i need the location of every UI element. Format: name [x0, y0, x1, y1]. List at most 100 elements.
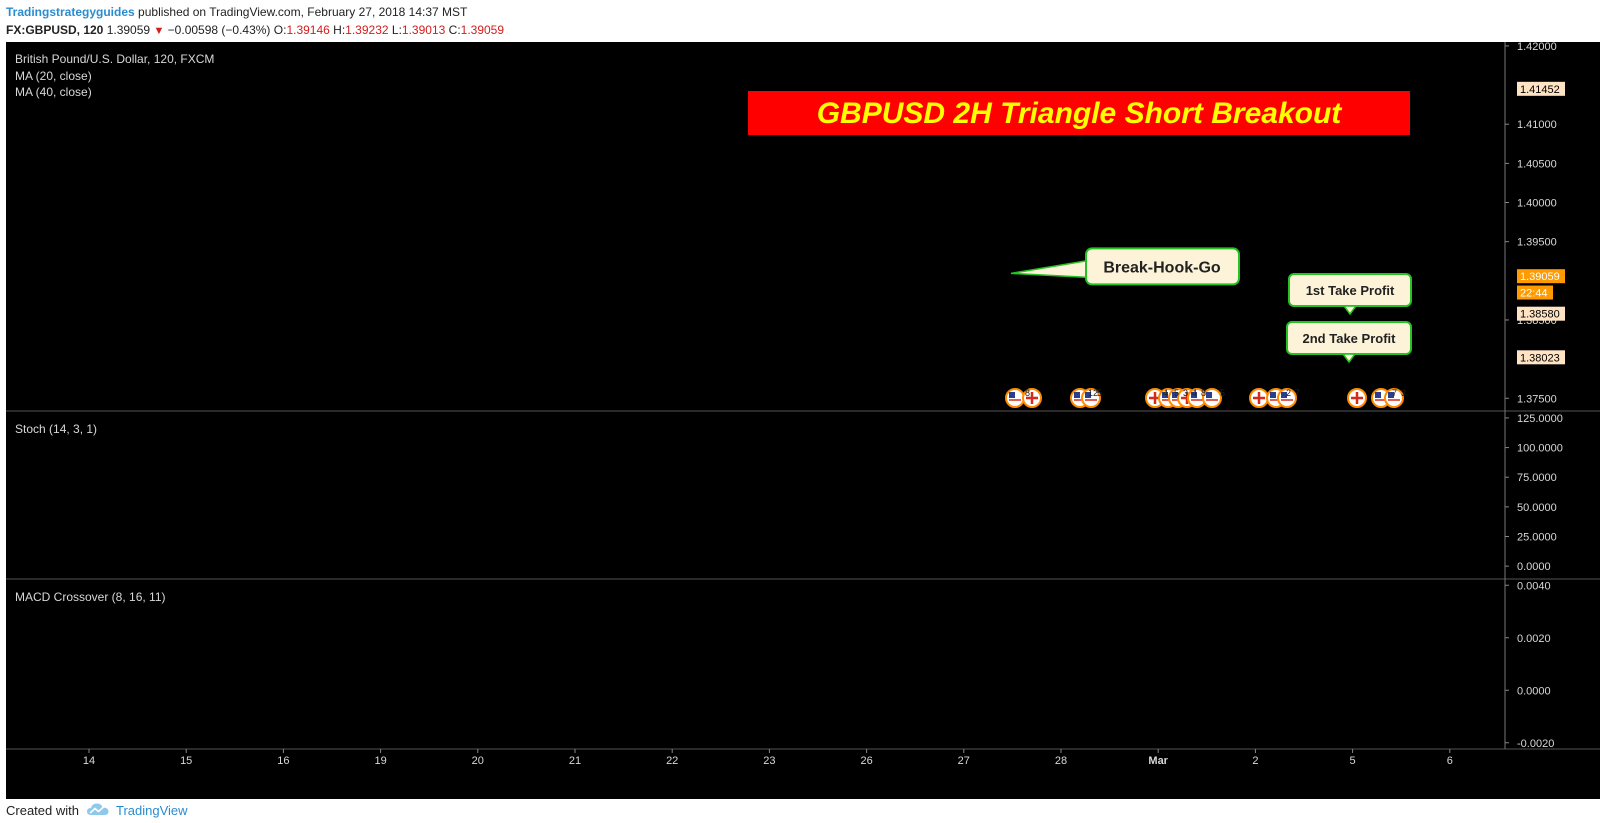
take-profit-text: 1st Take Profit — [1306, 283, 1395, 298]
time-tick-label: 28 — [1055, 755, 1067, 767]
chart-svg[interactable]: 1.42000 1.41000 1.40500 1.40000 1.39500 1.385… — [5, 41, 1600, 799]
time-tick-label: 26 — [860, 755, 872, 767]
event-count-label: 8 — [1201, 388, 1206, 398]
stoch-tick-label: 0.0000 — [1517, 561, 1551, 573]
macd-legend[interactable]: MACD Crossover (8, 16, 11) — [15, 590, 166, 604]
flag-canton — [1172, 392, 1178, 398]
time-tick-label: 21 — [569, 755, 581, 767]
chart-background — [6, 42, 1600, 799]
time-tick-label: 15 — [180, 755, 192, 767]
low-label: L: — [391, 23, 402, 37]
flag-canton — [1191, 392, 1197, 398]
event-count-label: 8 — [1025, 388, 1030, 398]
flag-canton — [1270, 392, 1276, 398]
chart-area[interactable]: 1.42000 1.41000 1.40500 1.40000 1.39500 1.385… — [5, 41, 1600, 799]
high-label: H: — [333, 23, 346, 37]
break-callout-box — [1085, 247, 1240, 286]
annotations: GBPUSD 2H Triangle Short Breakout Break-H… — [748, 91, 1412, 408]
time-tick-label: 14 — [83, 755, 95, 767]
tradingview-link[interactable]: TradingView — [116, 803, 188, 818]
time-tick-label: 2 — [1252, 755, 1258, 767]
flag-canton — [1074, 392, 1080, 398]
chart-header: Tradingstrategyguides published on Tradi… — [0, 0, 1606, 42]
close-value: 1.39059 — [460, 23, 505, 37]
take-profit-text: 2nd Take Profit — [1303, 331, 1397, 346]
title-text: GBPUSD 2H Triangle Short Breakout — [817, 97, 1344, 130]
time-tick-label: 23 — [763, 755, 775, 767]
stoch-tick-label: 125.0000 — [1517, 413, 1563, 425]
event-count-label: 7 — [1295, 388, 1300, 398]
last-price: 1.39059 — [106, 23, 151, 37]
price-label-text: 1.39059 — [1520, 271, 1560, 283]
take-profit-pointer — [1341, 353, 1357, 364]
axes: 1.42000 1.41000 1.40500 1.40000 1.39500 1.385… — [6, 41, 1600, 799]
price-tick-label: 1.41000 — [1517, 119, 1557, 131]
low-value: 1.39013 — [401, 23, 446, 37]
open-label: O: — [273, 23, 287, 37]
publish-line: Tradingstrategyguides published on Tradi… — [6, 5, 467, 19]
break-callout-text: Break-Hook-Go — [1103, 259, 1221, 276]
event-count-label: 4 — [1163, 388, 1168, 398]
price-tick-label: 1.40500 — [1517, 158, 1557, 170]
macd-tick-label: 0.0000 — [1517, 685, 1551, 697]
stoch-tick-label: 25.0000 — [1517, 532, 1557, 544]
event-count-label: 7 — [1392, 388, 1397, 398]
price-tick-label: 1.42000 — [1517, 42, 1557, 53]
close-label: C: — [448, 23, 461, 37]
flag-canton — [1162, 392, 1168, 398]
flag-canton — [1009, 392, 1015, 398]
footer: Created with TradingView — [0, 799, 1606, 823]
stoch-tick-label: 50.0000 — [1517, 502, 1557, 514]
title-banner — [748, 91, 1410, 135]
price-label-text: 1.38023 — [1520, 352, 1560, 364]
event-count-label: 5 — [1174, 388, 1179, 398]
created-with-label: Created with — [6, 803, 79, 818]
macd-tick-label: 0.0040 — [1517, 580, 1551, 592]
price-label-text: 1.41452 — [1520, 84, 1560, 96]
time-tick-label: Mar — [1148, 755, 1168, 767]
ma20-legend[interactable]: MA (20, close) — [15, 69, 92, 83]
flag-canton — [1388, 392, 1394, 398]
price-label-box — [1517, 269, 1565, 284]
open-value: 1.39146 — [286, 23, 330, 37]
author-link[interactable]: Tradingstrategyguides — [6, 5, 135, 19]
time-tick-label: 27 — [958, 755, 970, 767]
event-count-label: 3 — [1183, 388, 1188, 398]
event-count-label: 3 — [1401, 388, 1406, 398]
time-tick-label: 20 — [472, 755, 484, 767]
event-count-label: 5 — [1097, 388, 1102, 398]
event-count-label: 12 — [1088, 388, 1098, 398]
price-label-box — [1517, 81, 1565, 96]
stoch-tick-label: 100.0000 — [1517, 443, 1563, 455]
symbol-label[interactable]: FX:GBPUSD, 120 — [6, 23, 104, 37]
stoch-tick-label: 75.0000 — [1517, 472, 1557, 484]
time-tick-label: 19 — [374, 755, 386, 767]
price-change: −0.00598 (−0.43%) — [167, 23, 271, 37]
event-count-label: 2 — [1286, 388, 1291, 398]
time-tick-label: 16 — [277, 755, 289, 767]
stoch-legend[interactable]: Stoch (14, 3, 1) — [15, 422, 98, 436]
price-tick-label: 1.40000 — [1517, 198, 1557, 210]
price-tick-label: 1.37500 — [1517, 393, 1557, 405]
time-tick-label: 6 — [1447, 755, 1453, 767]
flag-canton — [1085, 392, 1091, 398]
flag-canton — [1281, 392, 1287, 398]
event-count-label: 5 — [1220, 388, 1225, 398]
price-tick-label: 1.39500 — [1517, 237, 1557, 249]
cloud-icon — [86, 802, 110, 821]
macd-tick-label: -0.0020 — [1517, 738, 1554, 750]
event-count-label: 4 — [1192, 388, 1197, 398]
take-profit-pointer — [1342, 305, 1358, 316]
price-label-text: 22:44 — [1520, 288, 1548, 300]
price-label-box — [1517, 350, 1565, 365]
ma40-legend[interactable]: MA (40, close) — [15, 85, 92, 99]
flag-canton — [1206, 392, 1212, 398]
publish-info: published on TradingView.com, February 2… — [138, 5, 468, 19]
time-tick-label: 22 — [666, 755, 678, 767]
symbol-line: FX:GBPUSD, 120 1.39059 ▼ −0.00598 (−0.43… — [6, 23, 504, 37]
price-label-text: 1.38580 — [1520, 309, 1560, 321]
high-value: 1.39232 — [345, 23, 389, 37]
macd-tick-label: 0.0020 — [1517, 633, 1551, 645]
flag-canton — [1375, 392, 1381, 398]
down-arrow-icon: ▼ — [153, 25, 165, 37]
